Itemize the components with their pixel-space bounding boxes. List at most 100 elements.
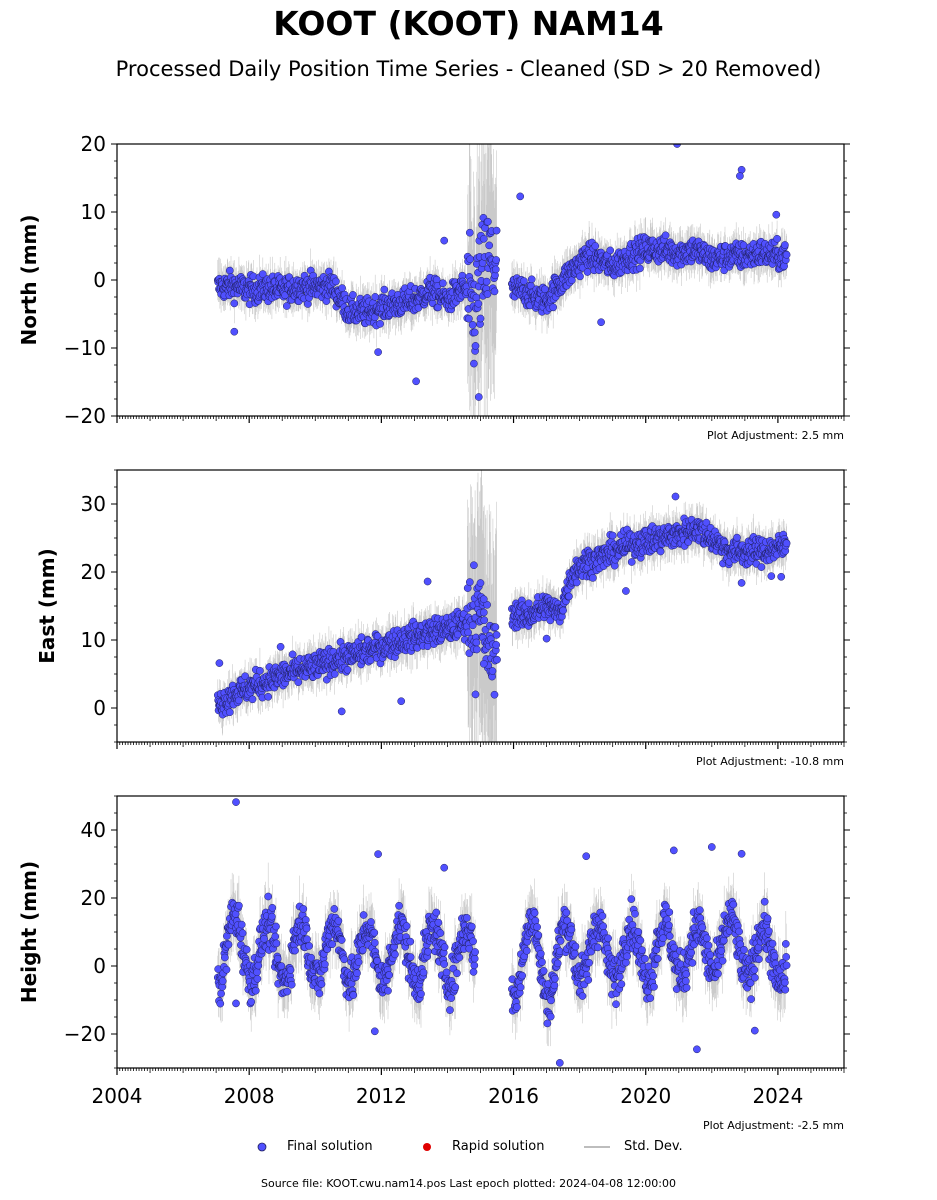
height-data-point	[562, 908, 571, 917]
north-plot-adjustment: Plot Adjustment: 2.5 mm	[706, 429, 844, 442]
height-data-point	[550, 981, 559, 990]
xtick-label: 2012	[356, 1084, 407, 1108]
east-data-point	[343, 665, 352, 674]
height-data-point	[714, 961, 723, 970]
height-data-point	[260, 934, 268, 943]
north-data-point	[492, 256, 501, 264]
height-data-point	[750, 965, 759, 974]
height-data-point	[536, 949, 545, 958]
height-data-point	[469, 937, 477, 946]
height-data-point	[471, 948, 479, 956]
east-data-point	[479, 659, 488, 668]
xtick-label: 2020	[620, 1084, 671, 1108]
height-data-point	[641, 954, 649, 963]
height-data-point	[682, 970, 691, 978]
north-data-point	[516, 192, 525, 201]
height-data-point	[567, 925, 576, 934]
north-data-point	[376, 319, 384, 328]
east-data-point	[276, 642, 285, 651]
height-data-point	[530, 909, 539, 917]
east-data-point	[470, 561, 478, 570]
east-data-point	[767, 572, 776, 580]
height-data-point	[750, 1026, 759, 1035]
east-data-point	[256, 666, 264, 675]
height-data-point	[315, 989, 324, 998]
north-data-point	[471, 342, 480, 350]
east-data-point	[288, 650, 297, 659]
chart-subtitle: Processed Daily Position Time Series - C…	[115, 57, 822, 81]
height-data-point	[268, 903, 277, 912]
height-data-point	[370, 1027, 379, 1036]
north-data-point	[482, 277, 491, 286]
height-data-point	[217, 989, 225, 998]
height-data-point	[216, 999, 225, 1008]
height-data-point	[704, 941, 713, 950]
height-data-point	[291, 946, 299, 955]
height-data-point	[682, 983, 691, 992]
east-data-point	[480, 616, 489, 625]
east-data-point	[423, 577, 432, 586]
height-data-point	[737, 849, 746, 858]
north-data-point	[484, 217, 492, 226]
height-data-point	[434, 918, 443, 927]
north-data-point	[597, 318, 605, 327]
height-data-point	[337, 936, 346, 944]
xtick-label: 2008	[224, 1084, 275, 1108]
height-data-point	[593, 943, 602, 952]
height-data-point	[570, 949, 579, 958]
east-data-point	[476, 579, 485, 587]
height-data-point	[242, 945, 251, 954]
height-data-point	[299, 905, 308, 913]
height-data-point	[650, 982, 658, 991]
height-ytick-label: 40	[81, 818, 106, 842]
north-axis-label: North (mm)	[17, 214, 41, 345]
north-data-point	[474, 393, 483, 401]
height-data-point	[391, 950, 399, 959]
north-data-point	[483, 290, 492, 298]
height-data-point	[424, 947, 432, 956]
north-data-point	[412, 377, 420, 386]
height-data-point	[543, 1019, 552, 1028]
height-data-point	[670, 943, 679, 952]
north-data-point	[349, 291, 357, 299]
height-data-point	[533, 923, 541, 931]
height-data-point	[222, 965, 231, 974]
height-data-point	[251, 986, 260, 995]
east-data-point	[483, 600, 491, 609]
north-data-point	[782, 250, 791, 259]
north-data-point	[465, 314, 473, 323]
height-data-point	[253, 974, 262, 983]
east-data-point	[479, 608, 488, 617]
height-data-point	[277, 962, 286, 970]
north-data-point	[591, 242, 600, 250]
std-dev-line-icon	[584, 1146, 610, 1148]
height-data-point	[307, 953, 315, 962]
height-data-point	[615, 972, 624, 981]
east-data-point	[524, 599, 533, 608]
height-ytick-label: −20	[64, 1022, 106, 1046]
east-data-point	[215, 659, 224, 667]
north-data-point	[440, 236, 449, 245]
east-std-dev-bars	[217, 470, 787, 742]
east-plot-adjustment: Plot Adjustment: -10.8 mm	[696, 755, 844, 768]
height-data-point	[584, 976, 593, 984]
north-data-point	[661, 231, 670, 240]
height-data-point	[370, 928, 379, 937]
height-data-point	[688, 959, 697, 967]
height-data-point	[446, 1006, 454, 1014]
height-data-point	[374, 850, 382, 858]
east-data-point	[733, 533, 741, 542]
east-data-point	[264, 692, 273, 701]
height-data-point	[604, 934, 612, 943]
north-data-point	[465, 228, 474, 237]
legend-label-std: Std. Dev.	[624, 1139, 683, 1154]
height-data-point	[555, 1059, 564, 1067]
north-ytick-label: −10	[64, 336, 106, 360]
north-ytick-label: −20	[64, 404, 106, 428]
east-data-point	[488, 667, 497, 675]
height-data-point	[367, 918, 375, 926]
height-data-point	[518, 971, 527, 980]
height-data-point	[770, 952, 779, 960]
height-data-point	[696, 914, 705, 922]
height-data-point	[653, 954, 662, 963]
